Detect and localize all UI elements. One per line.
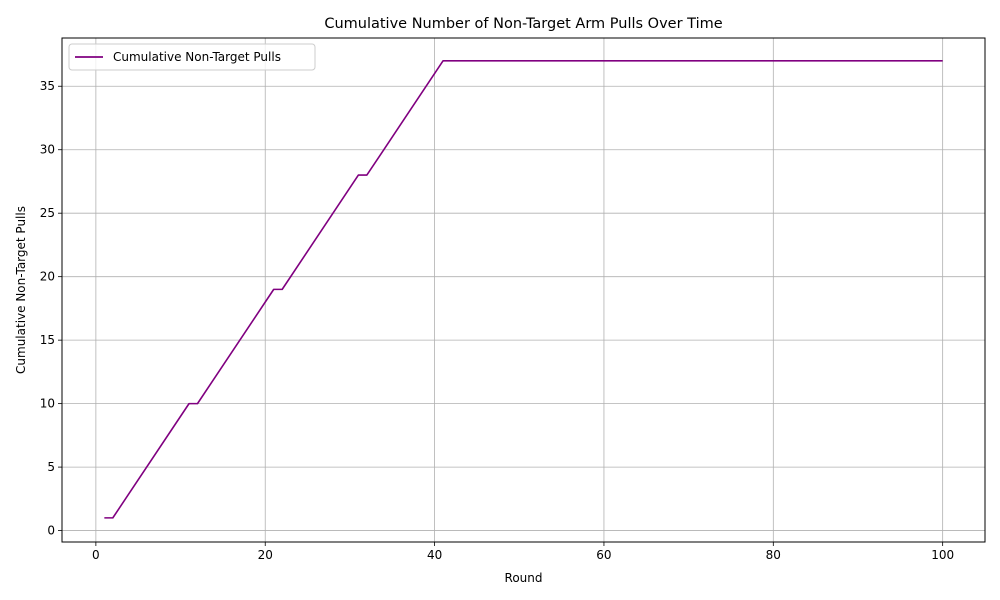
y-tick-label: 5 [47,460,55,474]
series-layer [104,60,943,519]
x-axis-label: Round [505,571,543,585]
x-axis: 0 20 40 60 80 100 [92,542,954,562]
y-tick-label: 30 [40,143,55,157]
x-tick-label: 0 [92,548,100,562]
y-axis-label: Cumulative Non-Target Pulls [14,206,28,374]
x-tick-label: 80 [766,548,781,562]
y-tick-label: 0 [47,524,55,538]
legend-entry-label: Cumulative Non-Target Pulls [113,50,281,64]
x-tick-label: 60 [596,548,611,562]
y-tick-label: 15 [40,333,55,347]
y-tick-label: 20 [40,270,55,284]
grid-lines [62,38,985,542]
x-tick-label: 100 [931,548,954,562]
y-tick-label: 10 [40,397,55,411]
y-tick-label: 35 [40,79,55,93]
y-axis: 0 5 10 15 20 25 30 35 [40,79,62,538]
chart-title: Cumulative Number of Non-Target Arm Pull… [324,16,722,32]
legend: Cumulative Non-Target Pulls [68,43,316,71]
series-line [104,60,943,519]
plot-frame [61,37,986,543]
y-tick-label: 25 [40,206,55,220]
x-tick-label: 20 [258,548,273,562]
x-tick-label: 40 [427,548,442,562]
legend-box [68,43,316,71]
